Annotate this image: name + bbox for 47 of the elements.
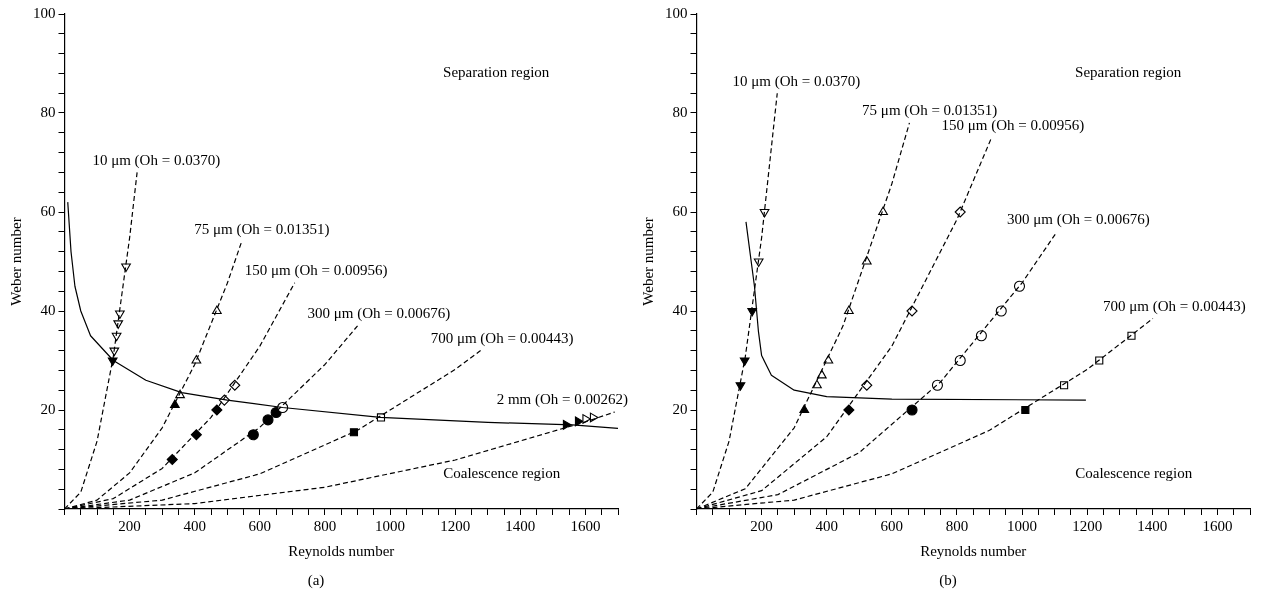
x-tick-label: 1600 — [570, 517, 601, 534]
series-label: 75 μm (Oh = 0.01351) — [862, 102, 998, 120]
x-axis-title: Reynolds number — [920, 542, 1027, 559]
x-tick-label: 800 — [313, 517, 337, 534]
x-tick-label: 1200 — [1072, 517, 1103, 534]
y-tick-label: 80 — [40, 103, 56, 120]
series-label: 300 μm (Oh = 0.00676) — [1006, 211, 1150, 229]
annotation: Separation region — [443, 64, 550, 81]
x-tick-label: 600 — [880, 517, 904, 534]
x-tick-label: 1200 — [440, 517, 471, 534]
y-tick-label: 60 — [672, 202, 688, 219]
y-tick-label: 20 — [40, 400, 56, 417]
y-tick-label: 60 — [40, 202, 56, 219]
annotation: Coalescence region — [1075, 465, 1193, 482]
y-tick-label: 40 — [672, 301, 688, 318]
series-label: 700 μm (Oh = 0.00443) — [430, 330, 574, 348]
x-tick-label: 1000 — [1007, 517, 1038, 534]
series-label: 10 μm (Oh = 0.0370) — [732, 72, 861, 90]
y-axis-title: Weber number — [7, 217, 24, 306]
text: (b) — [938, 571, 958, 590]
series-label: 300 μm (Oh = 0.00676) — [307, 305, 451, 323]
x-tick-label: 200 — [118, 517, 141, 534]
annotation: Separation region — [1075, 64, 1182, 81]
y-axis-title: Weber number — [639, 217, 656, 306]
x-axis-title: Reynolds number — [288, 542, 395, 559]
x-tick-label: 1400 — [1137, 517, 1168, 534]
y-tick-label: 20 — [672, 400, 688, 417]
series-label: 150 μm (Oh = 0.00956) — [941, 117, 1085, 135]
series-label: 75 μm (Oh = 0.01351) — [194, 221, 330, 239]
y-tick-label: 100 — [665, 4, 688, 21]
x-tick-label: 600 — [248, 517, 272, 534]
series-label: 700 μm (Oh = 0.00443) — [1103, 297, 1246, 315]
x-tick-label: 400 — [815, 517, 838, 534]
x-tick-label: 1000 — [375, 517, 406, 534]
annotation: Coalescence region — [443, 465, 561, 482]
x-tick-label: 400 — [183, 517, 206, 534]
y-tick-label: 40 — [40, 301, 56, 318]
series-label: 150 μm (Oh = 0.00956) — [244, 262, 388, 280]
x-tick-label: 1400 — [505, 517, 536, 534]
x-tick-label: 200 — [750, 517, 773, 534]
series-label: 2 mm (Oh = 0.00262) — [496, 391, 629, 409]
x-tick-label: 1600 — [1202, 517, 1233, 534]
x-tick-label: 800 — [945, 517, 969, 534]
y-tick-label: 80 — [672, 103, 688, 120]
series-label: 10 μm (Oh = 0.0370) — [92, 151, 221, 169]
text: (a) — [306, 571, 326, 590]
y-tick-label: 100 — [33, 4, 56, 21]
